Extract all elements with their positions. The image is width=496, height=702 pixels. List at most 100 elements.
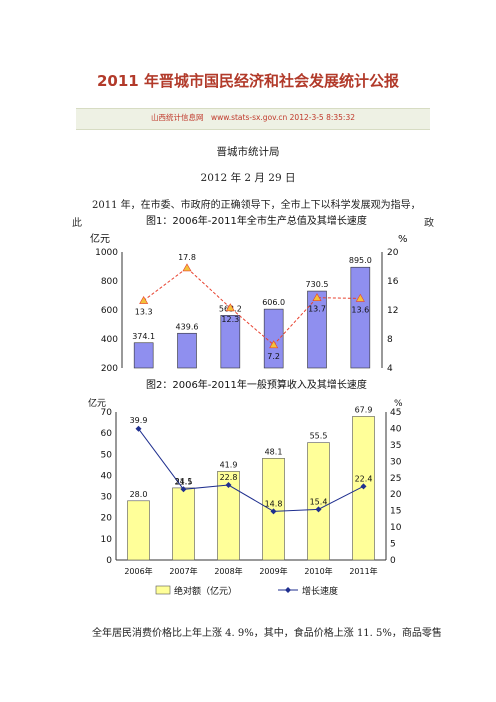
gdp-growth-label: 13.6 (351, 305, 369, 314)
y2-axis-label: % (398, 234, 408, 245)
gdp-growth-point (312, 293, 322, 301)
revenue-growth-label: 39.9 (130, 416, 148, 425)
issuing-org: 晋城市统计局 (216, 146, 280, 158)
revenue-growth-point (360, 483, 367, 490)
y-tick-label: 20 (101, 514, 113, 524)
x-tick-label: 2007年 (169, 566, 197, 576)
gdp-bar (307, 290, 327, 369)
gdp-growth-label: 12.3 (221, 315, 239, 324)
y-tick-label: 200 (101, 364, 118, 372)
y2-tick-label: 45 (390, 408, 401, 418)
gdp-growth-point (225, 303, 235, 312)
gdp-bar-label: 895.0 (349, 256, 372, 265)
y-tick-label: 1000 (95, 248, 118, 258)
legend-bar-label: 绝对额（亿元） (174, 585, 237, 597)
y-axis-label: 亿元 (90, 232, 110, 245)
y2-tick-label: 40 (390, 424, 402, 434)
gdp-bar (177, 332, 197, 369)
x-tick-label: 2009年 (259, 566, 287, 576)
chart-budget-revenue: 图2：2006年-2011年一般预算收入及其增长速度 亿元% 0 10 20 30 40 50… (86, 376, 420, 610)
legend-bar-swatch (155, 585, 171, 595)
gdp-growth-label: 13.3 (135, 308, 153, 317)
y2-tick-label: 16 (387, 277, 399, 287)
revenue-growth-label: 22.4 (355, 474, 373, 483)
revenue-bar (217, 471, 240, 561)
bottom-paragraph: 全年居民消费价格比上年上涨 4. 9%，其中，食品价格上涨 11. 5%，商品零… (92, 628, 442, 639)
revenue-growth-point (225, 482, 232, 489)
y2-axis-label: % (394, 399, 403, 409)
y-tick-label: 400 (101, 335, 118, 345)
revenue-bar-label: 55.5 (310, 432, 328, 441)
revenue-bar-label: 67.9 (355, 405, 373, 414)
revenue-growth-line (138, 428, 364, 512)
revenue-bar-label: 34.1 (175, 477, 193, 486)
gdp-growth-point (139, 295, 149, 304)
revenue-growth-point (315, 506, 322, 513)
report-title: 2011 年晋城市国民经济和社会发展统计公报 (97, 72, 399, 90)
y-tick-label: 0 (106, 556, 112, 566)
intro-paragraph: 2011 年，在市委、市政府的正确领导下，全市上下以科学发展观为指导， (92, 200, 421, 211)
legend-line-marker (285, 587, 291, 593)
y2-tick-label: 5 (390, 540, 396, 550)
gdp-growth-point (355, 293, 365, 302)
x-tick-label: 2010年 (304, 566, 332, 576)
gdp-bar-label: 439.6 (176, 322, 199, 331)
y2-tick-label: 4 (387, 364, 393, 372)
clipped-left-text: 此 (72, 218, 82, 229)
gdp-growth-label: 7.2 (267, 352, 280, 361)
legend-line-label: 增长速度 (302, 585, 338, 597)
chart-title: 图2：2006年-2011年一般预算收入及其增长速度 (146, 378, 367, 391)
gdp-bar (263, 308, 284, 369)
revenue-bar (307, 442, 330, 561)
x-tick-label: 2011年 (349, 566, 377, 576)
gdp-bar-label: 730.5 (306, 280, 329, 289)
gdp-bar-label: 374.1 (132, 332, 155, 341)
chart-gdp: 图1：2006年-2011年全市生产总值及其增长速度亿元% 200 400 600 80… (86, 212, 420, 374)
revenue-growth-label: 15.4 (310, 497, 328, 506)
gdp-growth-point (269, 340, 279, 349)
gdp-growth-label: 17.8 (178, 253, 196, 262)
source-meta-bar: 山西统计信息网 www.stats-sx.gov.cn 2012-3-5 8:3… (76, 108, 430, 130)
y-tick-label: 600 (101, 306, 118, 316)
y2-tick-label: 12 (387, 306, 398, 316)
y-tick-label: 30 (101, 493, 113, 503)
revenue-growth-label: 21.5 (175, 477, 193, 486)
revenue-bar-label: 28.0 (130, 490, 148, 499)
revenue-growth-point (270, 508, 277, 515)
y-tick-label: 40 (101, 471, 113, 481)
gdp-bar (133, 342, 154, 369)
y2-tick-label: 15 (390, 507, 401, 517)
y-axis-label: 亿元 (88, 397, 106, 409)
gdp-bar (350, 266, 371, 369)
y2-tick-label: 10 (390, 523, 402, 533)
x-tick-label: 2006年 (124, 566, 152, 576)
y2-tick-label: 20 (387, 248, 399, 258)
revenue-bar-label: 48.1 (265, 447, 283, 456)
revenue-growth-point (180, 486, 187, 493)
gdp-growth-line (143, 267, 361, 346)
y-tick-label: 800 (101, 277, 118, 287)
revenue-bar-label: 41.9 (220, 460, 238, 469)
gdp-growth-label: 13.7 (308, 305, 326, 314)
clipped-right-text: 政 (424, 218, 434, 229)
chart-title: 图1：2006年-2011年全市生产总值及其增长速度 (146, 214, 367, 227)
y-tick-label: 10 (101, 535, 113, 545)
y-tick-label: 60 (101, 429, 113, 439)
source-meta-text: 山西统计信息网 www.stats-sx.gov.cn 2012-3-5 8:3… (150, 113, 355, 122)
gdp-growth-point (182, 263, 192, 272)
y2-tick-label: 35 (390, 441, 401, 451)
y-tick-label: 70 (101, 408, 113, 418)
gdp-bar (220, 315, 241, 369)
y2-tick-label: 0 (390, 556, 396, 566)
revenue-growth-label: 14.8 (265, 499, 283, 508)
y-tick-label: 50 (101, 450, 113, 460)
y2-tick-label: 8 (387, 335, 393, 345)
revenue-bar (172, 487, 195, 561)
y2-tick-label: 20 (390, 490, 402, 500)
revenue-growth-point (135, 425, 142, 432)
revenue-bar (127, 500, 150, 561)
x-tick-label: 2008年 (214, 566, 242, 576)
issue-date: 2012 年 2 月 29 日 (200, 172, 296, 184)
